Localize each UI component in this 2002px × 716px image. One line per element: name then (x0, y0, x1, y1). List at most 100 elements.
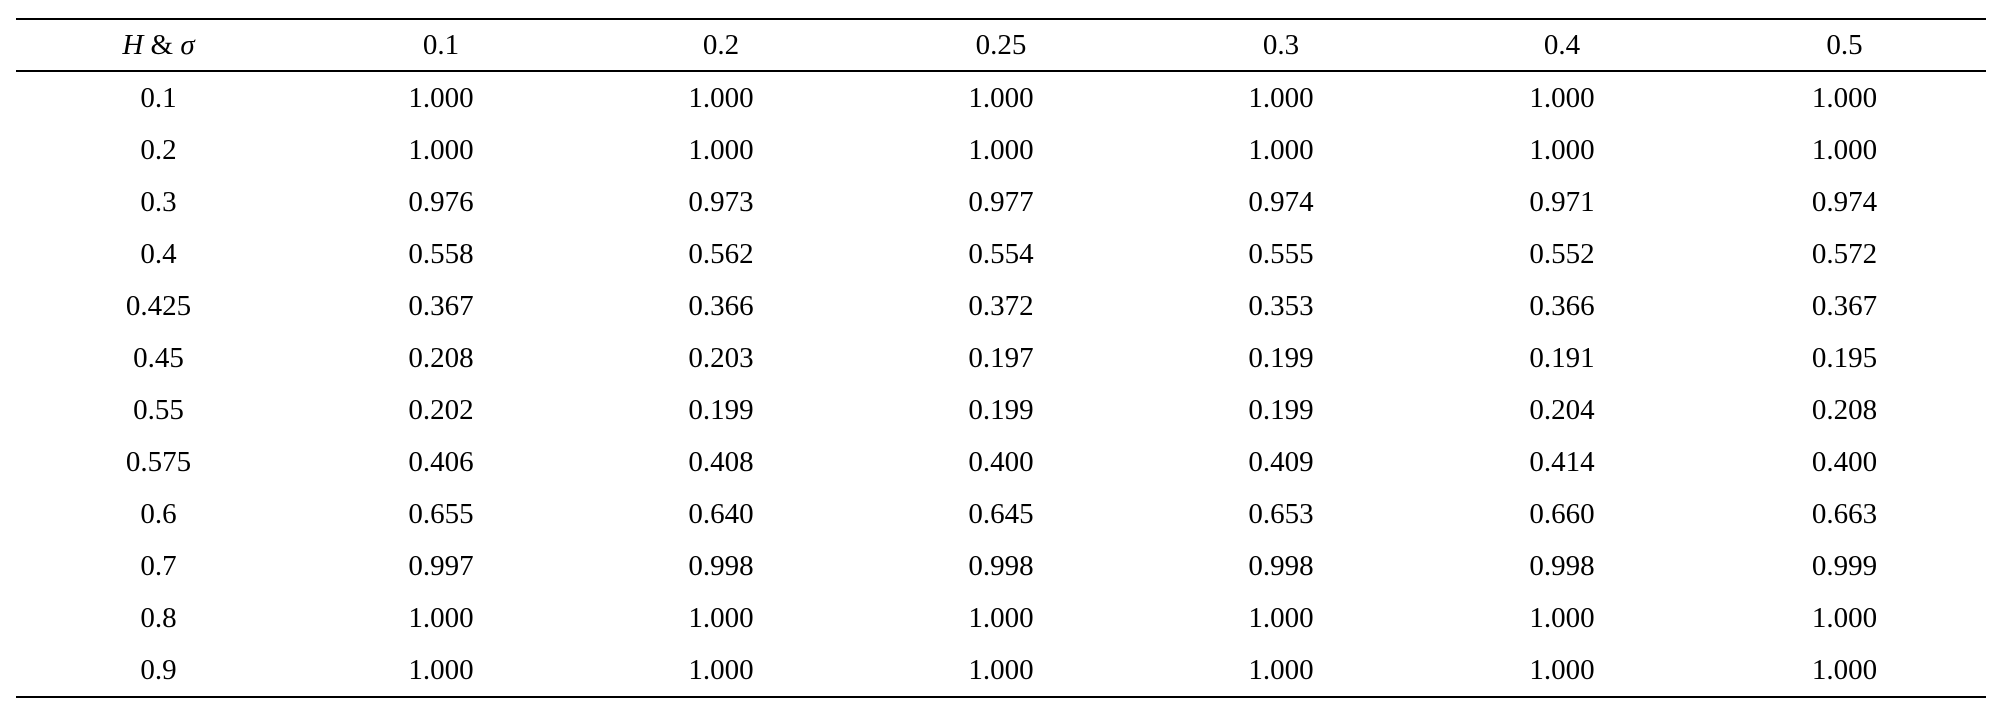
table-cell: 0.408 (688, 445, 754, 478)
table-row: 0.55 0.202 0.199 0.199 0.199 0.204 0.208 (16, 384, 1986, 436)
table-cell: 0.973 (688, 185, 754, 218)
table-cell: 1.000 (688, 601, 754, 634)
table-cell: 1.000 (1811, 653, 1878, 686)
table-cell: 0.199 (688, 393, 754, 426)
row-label: 0.45 (133, 341, 184, 374)
table-cell: 0.208 (1811, 393, 1878, 426)
table-cell: 0.203 (688, 341, 754, 374)
table-cell: 0.555 (1248, 237, 1314, 270)
data-table-container: H & σ 0.1 0.2 0.25 0.3 0.4 0.5 0.1 1.000 1… (16, 18, 1986, 698)
row-label: 0.3 (140, 185, 177, 218)
table-cell: 0.554 (968, 237, 1034, 270)
table-cell: 1.000 (408, 81, 474, 114)
table-cell: 0.202 (408, 393, 474, 426)
table-cell: 1.000 (1248, 133, 1314, 166)
table-row: 0.2 1.000 1.000 1.000 1.000 1.000 1.000 (16, 124, 1986, 176)
table-cell: 1.000 (1248, 601, 1314, 634)
column-header: 0.5 (1826, 28, 1863, 61)
table-cell: 0.367 (1811, 289, 1878, 322)
table-body: 0.1 1.000 1.000 1.000 1.000 1.000 1.000 0.2 1.00… (16, 71, 1986, 697)
table-cell: 1.000 (968, 601, 1034, 634)
column-header: 0.1 (422, 28, 460, 61)
table-cell: 0.974 (1811, 185, 1878, 218)
table-row: 0.6 0.655 0.640 0.645 0.653 0.660 0.663 (16, 488, 1986, 540)
corner-var-sigma: σ (180, 28, 195, 61)
table-row: 0.8 1.000 1.000 1.000 1.000 1.000 1.000 (16, 592, 1986, 644)
row-label: 0.575 (125, 445, 192, 478)
table-cell: 0.409 (1248, 445, 1314, 478)
table-cell: 0.366 (688, 289, 754, 322)
table-cell: 0.976 (408, 185, 474, 218)
column-header: 0.25 (975, 28, 1027, 61)
table-cell: 0.971 (1529, 185, 1595, 218)
table-cell: 0.998 (1529, 549, 1595, 582)
table-cell: 0.998 (968, 549, 1034, 582)
table-cell: 0.655 (408, 497, 474, 530)
table-cell: 0.997 (408, 549, 474, 582)
corner-var-h: H (122, 28, 144, 61)
table-cell: 1.000 (1529, 653, 1595, 686)
table-cell: 0.653 (1248, 497, 1314, 530)
row-label: 0.7 (140, 549, 177, 582)
table-cell: 0.663 (1811, 497, 1878, 530)
table-cell: 0.199 (1248, 341, 1314, 374)
table-cell: 0.572 (1811, 237, 1878, 270)
table-cell: 1.000 (1248, 653, 1314, 686)
table-row: 0.3 0.976 0.973 0.977 0.974 0.971 0.974 (16, 176, 1986, 228)
table-cell: 0.197 (968, 341, 1034, 374)
table-cell: 0.199 (1248, 393, 1314, 426)
column-header: 0.3 (1262, 28, 1300, 61)
table-cell: 1.000 (1248, 81, 1314, 114)
table-cell: 1.000 (1811, 601, 1878, 634)
table-cell: 0.195 (1811, 341, 1878, 374)
table-cell: 0.400 (1811, 445, 1878, 478)
table-cell: 0.204 (1529, 393, 1595, 426)
table-cell: 1.000 (1811, 81, 1878, 114)
data-table: H & σ 0.1 0.2 0.25 0.3 0.4 0.5 0.1 1.000 1… (16, 18, 1986, 698)
table-cell: 0.998 (688, 549, 754, 582)
table-cell: 1.000 (968, 81, 1034, 114)
table-cell: 0.640 (688, 497, 754, 530)
table-cell: 0.208 (408, 341, 474, 374)
table-cell: 0.645 (968, 497, 1034, 530)
table-row: 0.4 0.558 0.562 0.554 0.555 0.552 0.572 (16, 228, 1986, 280)
table-cell: 1.000 (1811, 133, 1878, 166)
table-cell: 0.999 (1811, 549, 1878, 582)
row-label: 0.9 (140, 653, 177, 686)
table-row: 0.575 0.406 0.408 0.400 0.409 0.414 0.400 (16, 436, 1986, 488)
table-cell: 1.000 (408, 653, 474, 686)
table-cell: 1.000 (1529, 601, 1595, 634)
column-header: 0.4 (1543, 28, 1581, 61)
table-cell: 1.000 (968, 653, 1034, 686)
table-cell: 1.000 (1529, 133, 1595, 166)
row-label: 0.6 (140, 497, 177, 530)
table-cell: 0.199 (968, 393, 1034, 426)
table-cell: 0.191 (1529, 341, 1595, 374)
table-cell: 0.660 (1529, 497, 1595, 530)
table-header: H & σ 0.1 0.2 0.25 0.3 0.4 0.5 (16, 19, 1986, 71)
table-cell: 0.366 (1529, 289, 1595, 322)
row-label: 0.8 (140, 601, 177, 634)
table-cell: 0.977 (968, 185, 1034, 218)
row-label: 0.1 (140, 81, 177, 114)
column-header: 0.2 (702, 28, 740, 61)
table-row: 0.45 0.208 0.203 0.197 0.199 0.191 0.195 (16, 332, 1986, 384)
table-row: 0.425 0.367 0.366 0.372 0.353 0.366 0.367 (16, 280, 1986, 332)
row-label: 0.2 (140, 133, 177, 166)
header-row: H & σ 0.1 0.2 0.25 0.3 0.4 0.5 (16, 19, 1986, 71)
table-cell: 0.558 (408, 237, 474, 270)
table-row: 0.7 0.997 0.998 0.998 0.998 0.998 0.999 (16, 540, 1986, 592)
table-cell: 1.000 (408, 133, 474, 166)
table-cell: 0.406 (408, 445, 474, 478)
table-cell: 0.552 (1529, 237, 1595, 270)
table-cell: 1.000 (408, 601, 474, 634)
row-label: 0.425 (125, 289, 192, 322)
row-label: 0.55 (133, 393, 184, 426)
table-cell: 1.000 (688, 653, 754, 686)
table-cell: 1.000 (688, 133, 754, 166)
table-cell: 0.974 (1248, 185, 1314, 218)
table-cell: 1.000 (688, 81, 754, 114)
table-cell: 1.000 (968, 133, 1034, 166)
table-row: 0.9 1.000 1.000 1.000 1.000 1.000 1.000 (16, 644, 1986, 697)
table-cell: 0.998 (1248, 549, 1314, 582)
